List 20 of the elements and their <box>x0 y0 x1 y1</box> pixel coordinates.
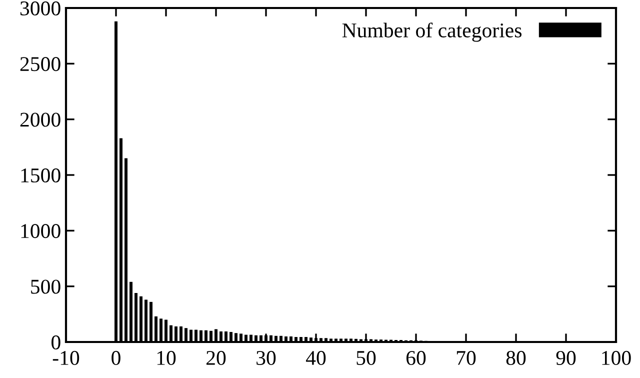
y-tick-label: 3000 <box>20 1 60 16</box>
x-tick-label: 0 <box>112 350 120 365</box>
x-tick-label: 40 <box>306 350 326 365</box>
y-tick-label: 1500 <box>21 168 60 182</box>
y-tick-label: 1000 <box>21 224 60 238</box>
x-tick-label: 60 <box>406 350 426 365</box>
y-tick-label: 500 <box>31 280 60 294</box>
x-tick-label: 20 <box>206 350 226 365</box>
x-tick-label: 90 <box>556 350 576 365</box>
x-tick-label: 50 <box>356 350 376 365</box>
legend-label: Number of categories <box>342 22 522 42</box>
y-tick-label: 0 <box>52 335 60 350</box>
x-tick-label: 10 <box>157 350 176 365</box>
x-tick-label: -10 <box>52 350 80 365</box>
x-tick-label: 80 <box>506 350 526 365</box>
x-tick-label: 100 <box>602 350 631 365</box>
x-tick-label: 70 <box>456 350 476 365</box>
y-tick-label: 2000 <box>20 112 60 127</box>
y-tick-label: 2500 <box>20 57 60 72</box>
x-tick-label: 30 <box>256 350 276 365</box>
